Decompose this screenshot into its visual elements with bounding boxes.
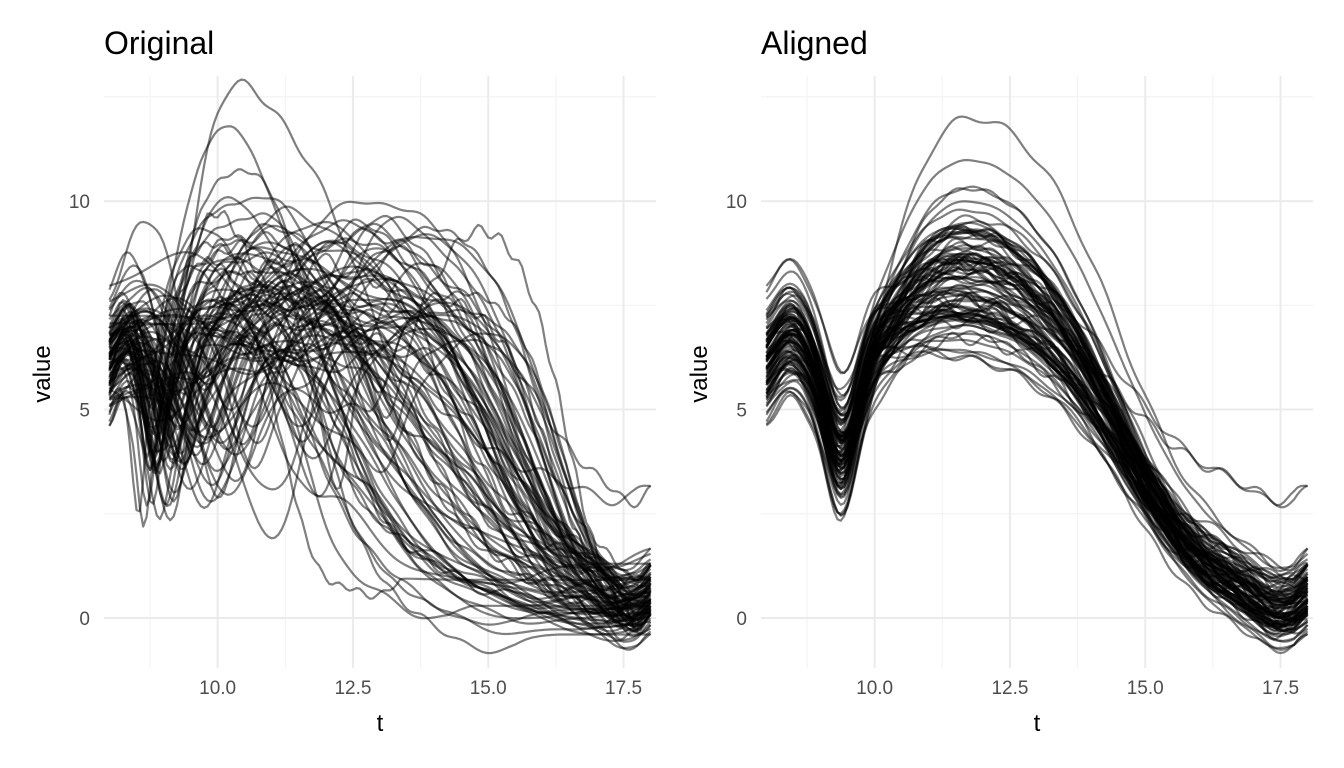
panel-aligned: Aligned 0 5 10 10.0 12.5 15.0 17.5 value t (686, 25, 1313, 737)
series-line (109, 299, 652, 607)
series-line (108, 247, 652, 623)
series-line (108, 239, 652, 610)
series-line (108, 327, 652, 628)
series-line (108, 328, 652, 601)
y-tick-label: 5 (736, 401, 747, 422)
y-tick-label: 0 (736, 609, 747, 630)
curves-aligned (765, 115, 1309, 655)
series-line (108, 280, 651, 655)
y-tick-label: 5 (79, 401, 90, 422)
x-tick-label: 15.0 (1127, 678, 1164, 699)
series-line (108, 244, 652, 623)
x-tick-label: 10.0 (199, 678, 236, 699)
series-line (765, 259, 1309, 616)
panel-original: Original 0 5 10 10.0 12.5 15.0 17.5 value t (29, 25, 656, 737)
series-line (108, 222, 651, 623)
series-line (108, 268, 652, 589)
x-tick-label: 17.5 (1262, 678, 1299, 699)
x-tick-label: 12.5 (991, 678, 1028, 699)
y-tick-label: 10 (69, 192, 90, 213)
series-line (108, 321, 652, 604)
series-line (108, 225, 652, 609)
y-tick-label: 10 (726, 192, 747, 213)
y-axis-title-original: value (29, 345, 56, 402)
series-line (108, 238, 651, 610)
curves-original (108, 78, 652, 655)
y-tick-label: 0 (79, 609, 90, 630)
x-tick-labels-aligned: 10.0 12.5 15.0 17.5 (856, 678, 1299, 699)
series-line (108, 264, 652, 616)
series-line (109, 280, 652, 617)
x-axis-title-original: t (377, 710, 384, 737)
series-line (765, 231, 1309, 610)
x-axis-title-aligned: t (1034, 710, 1041, 737)
x-tick-label: 12.5 (334, 678, 371, 699)
series-line (108, 255, 651, 600)
series-line (108, 205, 652, 588)
series-line (108, 302, 652, 621)
series-line (108, 215, 652, 628)
x-tick-labels-original: 10.0 12.5 15.0 17.5 (199, 678, 642, 699)
series-line (765, 304, 1308, 617)
panel-title-aligned: Aligned (761, 25, 868, 61)
panel-title-original: Original (104, 25, 214, 61)
series-line (108, 251, 652, 606)
series-line (108, 291, 651, 626)
y-tick-labels-aligned: 0 5 10 (726, 192, 747, 630)
x-tick-label: 17.5 (605, 678, 642, 699)
series-line (108, 227, 652, 589)
x-tick-label: 10.0 (856, 678, 893, 699)
y-axis-title-aligned: value (686, 345, 713, 402)
series-line (108, 219, 652, 632)
series-line (108, 321, 651, 617)
x-tick-label: 15.0 (470, 678, 507, 699)
series-line (108, 285, 651, 636)
y-tick-labels-original: 0 5 10 (69, 192, 90, 630)
series-line (765, 221, 1309, 623)
series-line (765, 282, 1309, 623)
